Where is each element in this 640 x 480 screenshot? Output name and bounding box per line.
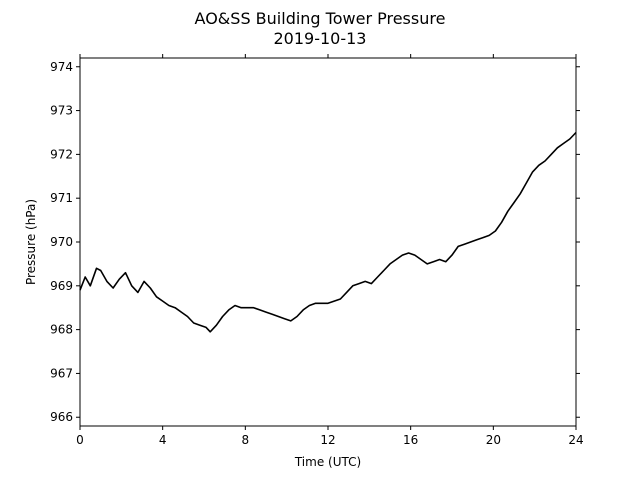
x-tick-label: 24: [568, 433, 583, 447]
y-tick-label: 966: [50, 410, 73, 424]
y-tick-label: 968: [50, 323, 73, 337]
y-tick-label: 970: [50, 235, 73, 249]
y-tick-label: 972: [50, 147, 73, 161]
x-tick-label: 12: [320, 433, 335, 447]
y-axis-ticks: 966 967 968 969 970 971 972 973 974: [50, 60, 580, 424]
x-tick-label: 20: [486, 433, 501, 447]
pressure-series-line: [79, 131, 577, 333]
x-tick-label: 4: [159, 433, 167, 447]
x-tick-label: 0: [76, 433, 84, 447]
y-axis-label: Pressure (hPa): [24, 199, 38, 285]
y-tick-label: 973: [50, 104, 73, 118]
plot-frame: [79, 57, 577, 427]
x-axis-ticks: 0 4 8 12 16 20 24: [76, 54, 584, 447]
x-tick-label: 8: [242, 433, 250, 447]
y-tick-label: 971: [50, 191, 73, 205]
y-tick-label: 969: [50, 279, 73, 293]
x-tick-label: 16: [403, 433, 418, 447]
y-tick-label: 974: [50, 60, 73, 74]
chart-subtitle: 2019-10-13: [274, 29, 367, 48]
x-axis-label: Time (UTC): [294, 455, 361, 469]
y-tick-label: 967: [50, 366, 73, 380]
chart-title: AO&SS Building Tower Pressure: [195, 9, 446, 28]
